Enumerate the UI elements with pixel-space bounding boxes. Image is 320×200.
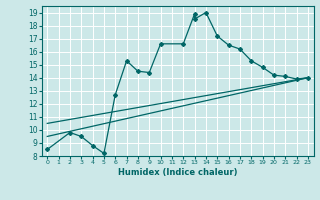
X-axis label: Humidex (Indice chaleur): Humidex (Indice chaleur) [118, 168, 237, 177]
